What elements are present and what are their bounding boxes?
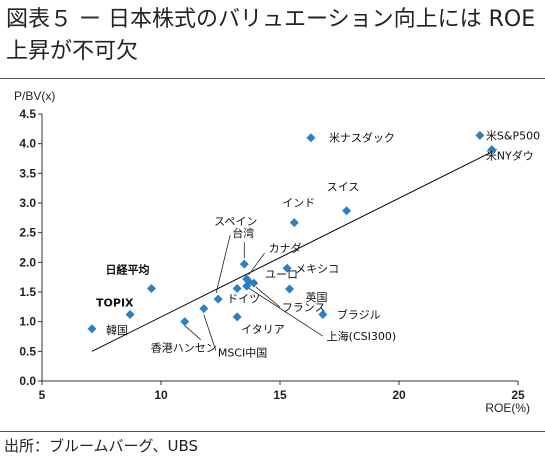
data-point-marker bbox=[239, 259, 249, 269]
figure-number: 図表５ bbox=[6, 7, 73, 32]
data-point-label: TOPIX bbox=[96, 297, 134, 310]
x-tick-label: 15 bbox=[273, 388, 287, 402]
data-point-label: インド bbox=[282, 197, 315, 210]
data-point-marker bbox=[342, 206, 352, 216]
title-dash: ー bbox=[79, 7, 102, 32]
label-leader-line bbox=[215, 235, 231, 294]
data-point-marker bbox=[475, 130, 485, 140]
data-point-label: ブラジル bbox=[337, 308, 381, 322]
data-point-marker bbox=[180, 317, 190, 327]
figure-title: 図表５ ー 日本株式のバリュエーション向上には ROE上昇が不可欠 bbox=[6, 4, 540, 68]
label-leader-line bbox=[184, 325, 202, 340]
y-axis-title: P/BV(x) bbox=[14, 89, 55, 103]
data-point-marker bbox=[285, 284, 295, 294]
x-tick-label: 5 bbox=[39, 388, 46, 402]
data-point-label: ドイツ bbox=[227, 292, 260, 305]
label-leader-line bbox=[248, 287, 323, 337]
data-point-label: 米ナスダック bbox=[329, 131, 395, 145]
y-tick-label: 2.0 bbox=[19, 255, 36, 269]
data-point-label: 米S&P500 bbox=[486, 129, 540, 142]
data-point-marker bbox=[232, 283, 242, 293]
x-tick-label: 20 bbox=[392, 388, 406, 402]
data-point-marker bbox=[199, 304, 209, 314]
data-point-label: 台湾 bbox=[232, 226, 254, 240]
top-rule bbox=[0, 78, 545, 79]
y-tick-label: 2.5 bbox=[19, 226, 36, 240]
data-point-marker bbox=[289, 218, 299, 228]
label-leader-line bbox=[255, 286, 281, 308]
data-point-marker bbox=[306, 133, 316, 143]
figure-title-text: 日本株式のバリュエーション向上には ROE上昇が不可欠 bbox=[6, 7, 536, 64]
data-point-marker bbox=[487, 145, 497, 155]
data-point-marker bbox=[87, 324, 97, 334]
data-point-label: メキシコ bbox=[295, 262, 339, 275]
data-point-label: フランス bbox=[282, 301, 326, 314]
data-point-label: 日経平均 bbox=[105, 262, 149, 276]
y-tick-label: 1.0 bbox=[19, 315, 36, 329]
trendline bbox=[91, 149, 497, 352]
data-point-marker bbox=[318, 310, 328, 320]
data-point-marker bbox=[249, 278, 259, 288]
data-point-label: スイス bbox=[327, 181, 360, 194]
y-tick-label: 3.0 bbox=[19, 196, 36, 210]
data-point-label: スペイン bbox=[214, 215, 257, 228]
y-tick-label: 0.0 bbox=[19, 374, 36, 388]
data-point-label: 米NYダウ bbox=[486, 149, 534, 163]
x-axis-title: ROE(%) bbox=[485, 401, 530, 415]
y-tick-label: 0.5 bbox=[19, 344, 36, 358]
source-note: 出所：ブルームバーグ、UBS bbox=[4, 437, 199, 455]
data-point-label: カナダ bbox=[269, 241, 302, 255]
x-tick-label: 25 bbox=[511, 388, 525, 402]
y-tick-label: 1.5 bbox=[19, 285, 36, 299]
data-point-label: 英国 bbox=[306, 290, 328, 304]
data-point-label: 香港ハンセン bbox=[151, 342, 217, 355]
x-tick-label: 10 bbox=[154, 388, 168, 402]
scatter-chart: 0.0 0.5 1.0 1.5 2.0 2.5 3.0 3.5 4.0 4.5 5 10 15 20 25 P… bbox=[14, 89, 540, 415]
data-point-label: MSCI中国 bbox=[218, 347, 267, 360]
data-point-marker bbox=[232, 312, 242, 322]
data-point-label: 韓国 bbox=[106, 324, 128, 337]
data-point-marker bbox=[125, 310, 135, 320]
data-point-marker bbox=[146, 283, 156, 293]
y-tick-label: 3.5 bbox=[19, 166, 36, 180]
label-leader-line bbox=[203, 314, 217, 351]
data-point-marker bbox=[282, 263, 292, 273]
data-point-label: ユーロ bbox=[265, 268, 298, 281]
y-tick-label: 4.5 bbox=[19, 107, 36, 121]
y-tick-label: 4.0 bbox=[19, 137, 36, 151]
bottom-rule bbox=[0, 431, 545, 432]
label-leader-line bbox=[248, 252, 266, 276]
data-point-label: イタリア bbox=[241, 323, 285, 336]
data-point-label: 上海(CSI300) bbox=[327, 329, 397, 343]
data-point-marker bbox=[213, 294, 223, 304]
